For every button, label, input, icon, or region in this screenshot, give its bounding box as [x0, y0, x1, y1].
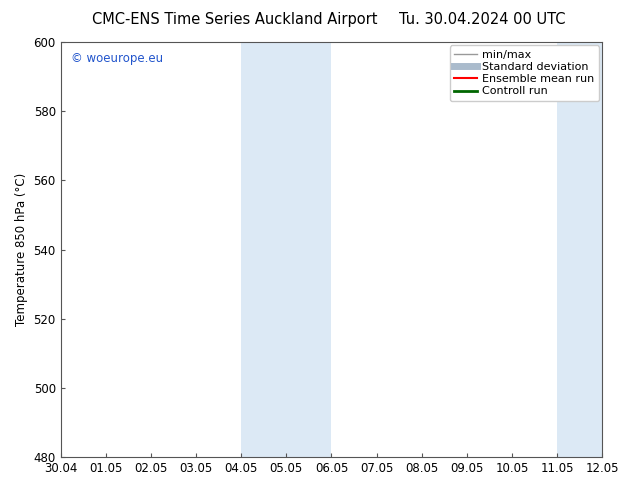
Bar [557, 42, 634, 457]
Y-axis label: Temperature 850 hPa (°C): Temperature 850 hPa (°C) [15, 173, 28, 326]
Legend: min/max, Standard deviation, Ensemble mean run, Controll run: min/max, Standard deviation, Ensemble me… [450, 46, 599, 101]
Text: © woeurope.eu: © woeurope.eu [72, 52, 164, 66]
Text: Tu. 30.04.2024 00 UTC: Tu. 30.04.2024 00 UTC [399, 12, 565, 27]
Text: CMC-ENS Time Series Auckland Airport: CMC-ENS Time Series Auckland Airport [92, 12, 377, 27]
Bar [241, 42, 332, 457]
